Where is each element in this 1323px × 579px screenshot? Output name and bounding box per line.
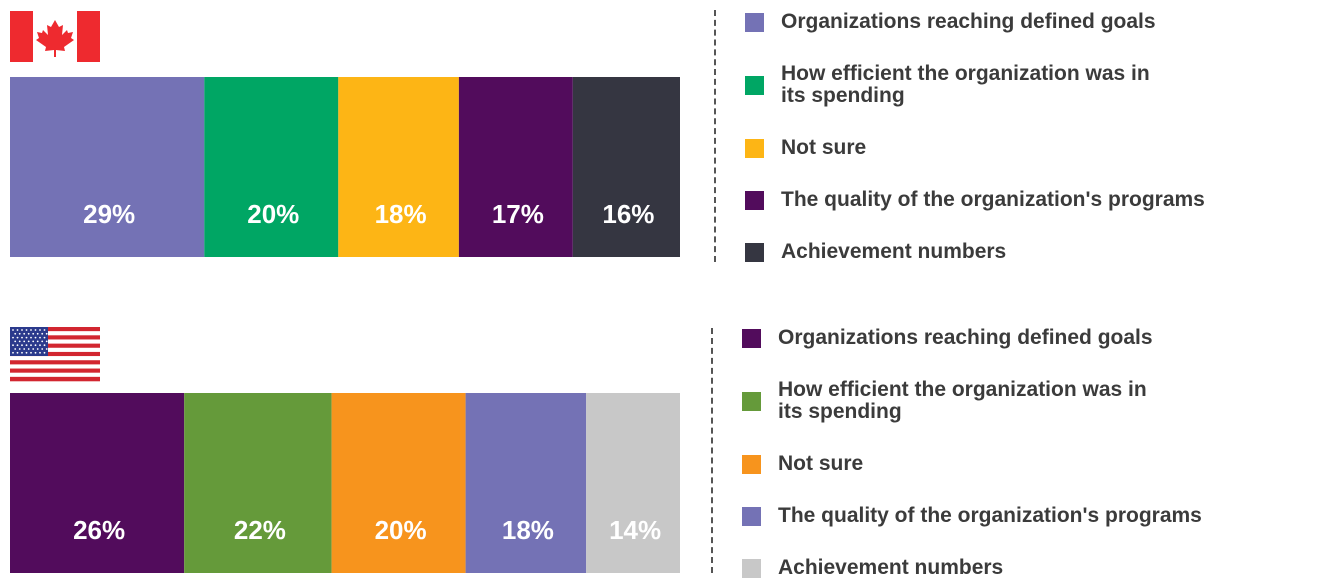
legend-item: Achievement numbers xyxy=(742,557,1202,579)
bar-segment xyxy=(338,77,459,257)
legend-item: How efficient the organization was in it… xyxy=(742,379,1202,423)
legend-label: Achievement numbers xyxy=(778,556,1004,579)
legend-item: Not sure xyxy=(745,137,1205,159)
bar-segment xyxy=(586,393,680,573)
bar-label: 17% xyxy=(492,199,544,229)
legend-swatch xyxy=(745,190,764,210)
bar-segment xyxy=(331,393,466,573)
legend-swatch xyxy=(745,12,764,32)
legend-item: The quality of the organization's progra… xyxy=(742,505,1202,527)
legend-item: The quality of the organization's progra… xyxy=(745,189,1205,211)
legend-swatch xyxy=(742,506,761,526)
legend-item: How efficient the organization was in it… xyxy=(745,63,1205,107)
legend-label: Organizations reaching defined goals xyxy=(778,326,1153,349)
bar-segment xyxy=(204,77,339,257)
bar-segment xyxy=(572,77,680,257)
legend-swatch xyxy=(745,75,764,95)
legend-label: The quality of the organization's progra… xyxy=(781,188,1205,211)
bar-label: 20% xyxy=(247,199,299,229)
bar-segment xyxy=(458,77,573,257)
legend-item: Achievement numbers xyxy=(745,241,1205,263)
divider xyxy=(711,328,713,573)
legend-item: Organizations reaching defined goals xyxy=(742,327,1202,349)
bar-label: 29% xyxy=(83,199,135,229)
bar-segment xyxy=(10,393,185,573)
bar-segment xyxy=(10,77,205,257)
bar-label: 16% xyxy=(602,199,654,229)
bar-segment xyxy=(184,393,332,573)
legend-label: Not sure xyxy=(781,136,867,159)
flag-canada xyxy=(10,11,100,62)
legend-label: Not sure xyxy=(778,452,864,475)
legend-swatch xyxy=(742,558,761,578)
legend-swatch xyxy=(742,328,761,348)
legend-swatch xyxy=(742,391,761,411)
flag-usa xyxy=(10,327,100,382)
legend-label: How efficient the organization was in it… xyxy=(781,62,1150,107)
legend-label: The quality of the organization's progra… xyxy=(778,504,1202,527)
legend-item: Organizations reaching defined goals xyxy=(745,11,1205,33)
legend-label: Achievement numbers xyxy=(781,240,1007,263)
legend-swatch xyxy=(745,242,764,262)
bar-label: 14% xyxy=(609,515,661,545)
legend-label: How efficient the organization was in it… xyxy=(778,378,1147,423)
legend-swatch xyxy=(745,138,764,158)
legend-item: Not sure xyxy=(742,453,1202,475)
legend-label: Organizations reaching defined goals xyxy=(781,10,1156,33)
divider xyxy=(714,10,716,262)
bar-label: 22% xyxy=(234,515,286,545)
legend: Organizations reaching defined goals How … xyxy=(745,11,1205,263)
bar-label: 18% xyxy=(375,199,427,229)
bar-segment xyxy=(465,393,587,573)
bar-label: 26% xyxy=(73,515,125,545)
legend: Organizations reaching defined goals How … xyxy=(742,327,1202,579)
bar-label: 18% xyxy=(502,515,554,545)
bar-label: 20% xyxy=(375,515,427,545)
legend-swatch xyxy=(742,454,761,474)
